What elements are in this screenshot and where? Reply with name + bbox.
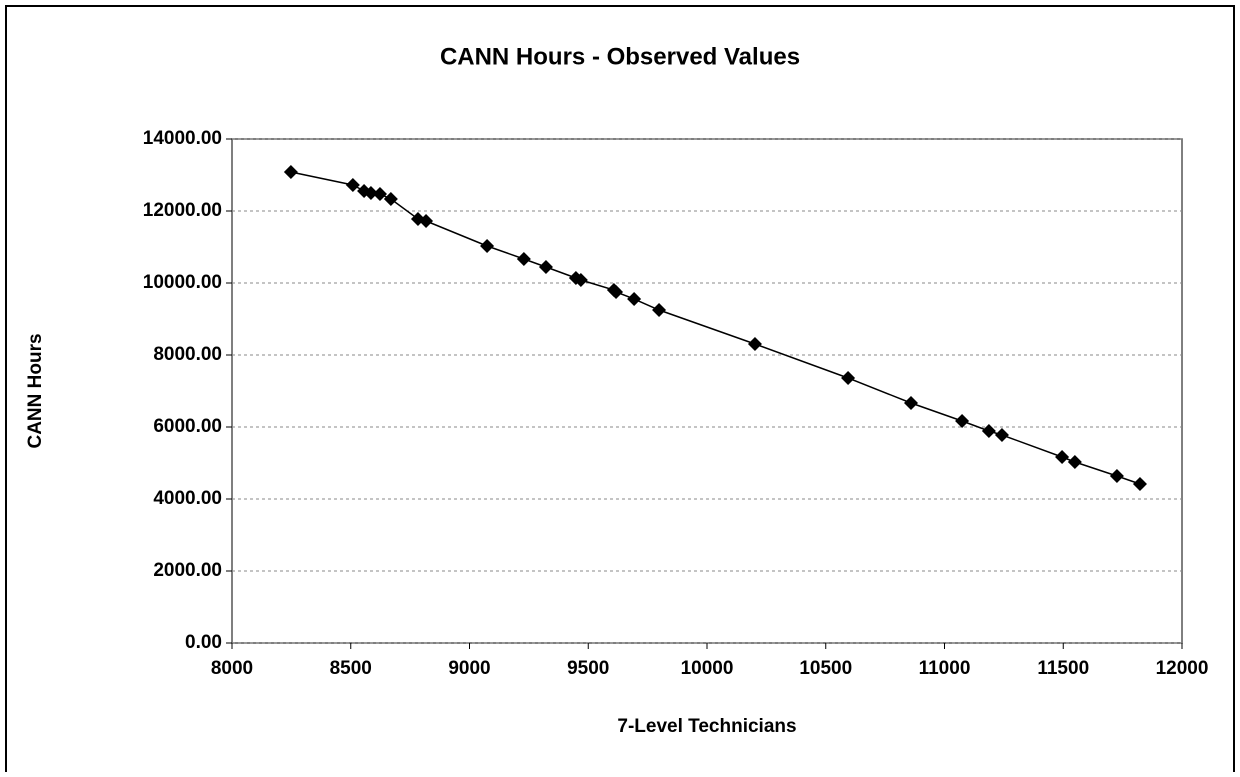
x-tick-label: 10500	[799, 658, 852, 679]
point	[480, 238, 495, 253]
y-tick-label: 2000.00	[153, 560, 222, 581]
x-axis-label: 7-Level Technicians	[617, 716, 796, 737]
x-tick-label: 8000	[211, 658, 253, 679]
point	[841, 371, 856, 386]
y-tick-label: 6000.00	[153, 416, 222, 437]
point	[1109, 468, 1124, 483]
point	[538, 260, 553, 275]
point	[372, 187, 387, 202]
x-tick-label: 9500	[567, 658, 609, 679]
point	[516, 251, 531, 266]
point	[994, 427, 1009, 442]
x-tick-label: 12000	[1156, 658, 1209, 679]
point	[1055, 449, 1070, 464]
x-tick-label: 8500	[330, 658, 372, 679]
y-tick-label: 12000.00	[143, 200, 222, 221]
point	[363, 186, 378, 200]
x-tick-label: 11000	[919, 658, 971, 679]
point	[283, 165, 298, 180]
point	[609, 285, 624, 299]
point	[955, 413, 970, 428]
y-tick-label: 4000.00	[153, 488, 222, 509]
y-tick-label: 8000.00	[153, 344, 222, 365]
point	[627, 291, 642, 306]
chart-title: CANN Hours - Observed Values	[440, 43, 800, 70]
y-tick-label: 10000.00	[143, 272, 222, 293]
y-tick-label: 0.00	[185, 632, 222, 653]
point	[1067, 454, 1082, 469]
point	[383, 192, 398, 207]
y-tick-label: 14000.00	[143, 128, 222, 149]
point	[345, 178, 360, 193]
point	[652, 303, 667, 317]
x-tick-label: 10000	[681, 658, 734, 679]
x-tick-label: 11500	[1037, 658, 1089, 679]
x-tick-label: 9000	[448, 658, 490, 679]
point	[419, 214, 434, 229]
point	[981, 423, 996, 438]
y-axis-label: CANN Hours	[25, 333, 46, 448]
point	[573, 273, 588, 288]
point	[747, 336, 762, 351]
plot-area	[231, 138, 1183, 644]
point	[904, 395, 919, 410]
point	[1132, 476, 1147, 491]
